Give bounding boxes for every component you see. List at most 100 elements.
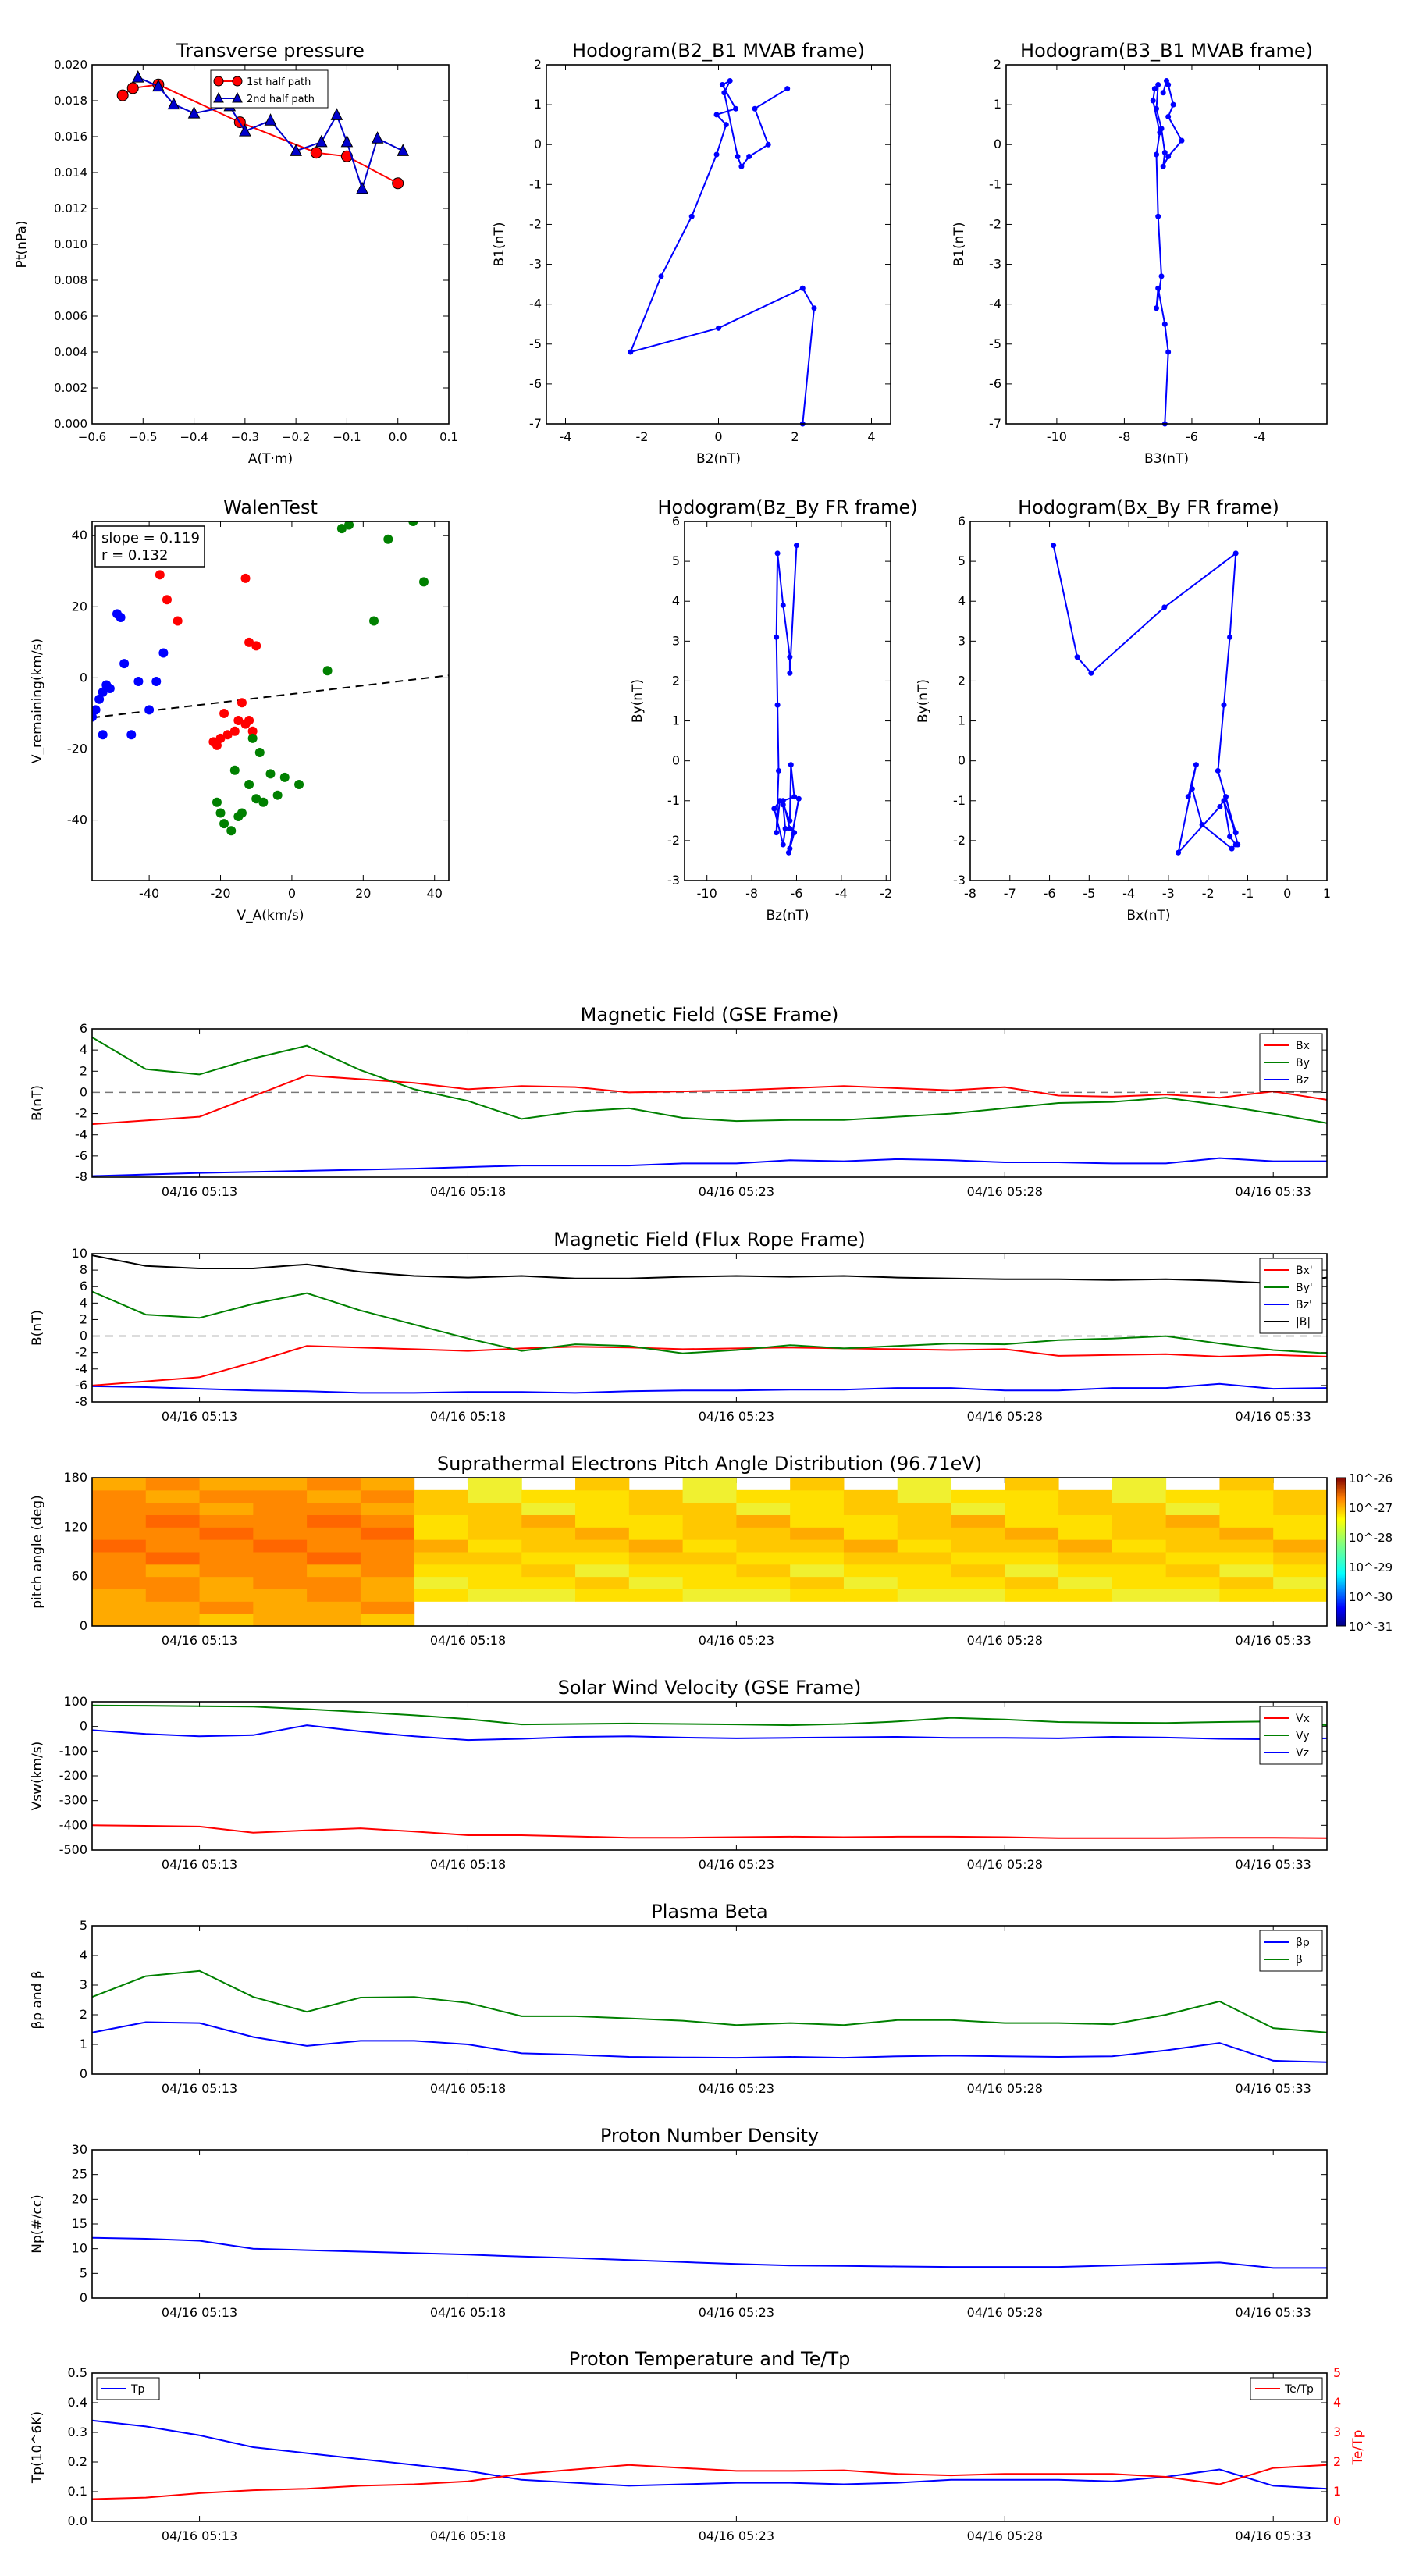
hodogram-point	[688, 213, 695, 219]
y-tick-label: 40	[72, 528, 87, 543]
heatmap-cell	[199, 1564, 254, 1578]
heatmap-cell	[253, 1478, 308, 1491]
panel-h21: Hodogram(B2_B1 MVAB frame) -4 -2 0 2 4 -7 -6 -5 -…	[492, 40, 891, 467]
y-tick-label: -4	[989, 297, 1001, 311]
heatmap-cell	[1219, 1527, 1274, 1540]
panel-vel: Solar Wind Velocity (GSE Frame) 04/16 05:…	[30, 1677, 1328, 1872]
legend-marker	[232, 76, 243, 87]
y-tick-label: 60	[72, 1569, 87, 1584]
data-point-circle	[392, 177, 404, 190]
y-tick-label: -2	[75, 1345, 87, 1360]
heatmap-cell	[897, 1589, 952, 1602]
heatmap-cell	[199, 1502, 254, 1515]
chart-title: WalenTest	[223, 496, 318, 518]
scatter-point	[247, 726, 258, 736]
y-tick-label: 0.006	[54, 309, 87, 323]
y-tick-label: 5	[958, 553, 966, 568]
x-tick-label: -8	[1118, 429, 1130, 444]
hodogram-point	[1217, 803, 1223, 809]
hodogram-point	[1154, 305, 1160, 311]
series-line-Vy	[92, 1704, 1327, 1727]
x-tick-label: -7	[1004, 886, 1016, 901]
chart-title: Hodogram(B2_B1 MVAB frame)	[572, 40, 865, 62]
y-tick-label: -400	[59, 1817, 87, 1832]
heatmap-cell	[1165, 1564, 1220, 1578]
heatmap-cell	[521, 1564, 576, 1578]
y-tick-label: -3	[667, 873, 680, 888]
y-tick-label: -4	[75, 1127, 87, 1142]
hodogram-point	[1161, 604, 1168, 610]
hodogram-point	[721, 90, 727, 96]
heatmap-cell	[1112, 1552, 1167, 1565]
y-tick-label: 2	[672, 673, 680, 688]
data-point-triangle	[340, 134, 354, 148]
y-tick-label: 30	[72, 2142, 87, 2157]
heatmap-cell	[575, 1527, 630, 1540]
legend-label: Vz	[1296, 1747, 1309, 1759]
heatmap-cell	[951, 1539, 1005, 1553]
plot-frame	[91, 2149, 1328, 2299]
y-tick-label: 0.3	[68, 2425, 87, 2439]
hodogram-point	[780, 798, 786, 804]
series-line-β	[92, 1969, 1327, 2033]
y-axis-label: B(nT)	[30, 1310, 45, 1346]
scatter-point	[322, 666, 333, 676]
heatmap-cell	[1165, 1527, 1220, 1540]
hodogram-point	[735, 154, 741, 160]
heatmap-cell	[468, 1527, 522, 1540]
heatmap-cell	[951, 1564, 1005, 1578]
heatmap-cell	[790, 1527, 845, 1540]
y-tick-label: 10	[72, 2241, 87, 2256]
heatmap-cell	[307, 1514, 361, 1528]
heatmap-cell	[307, 1589, 361, 1602]
heatmap-cell	[790, 1552, 845, 1565]
heatmap-cell	[253, 1601, 308, 1614]
x-tick-label: 04/16 05:18	[430, 2081, 506, 2096]
plot-frame	[546, 64, 891, 425]
heatmap-cell	[790, 1502, 845, 1515]
heatmap-cell	[843, 1552, 898, 1565]
hodogram-point	[738, 163, 745, 169]
y-tick-label: -5	[529, 336, 542, 351]
series-line-Np	[92, 2236, 1327, 2269]
hodogram-point	[1154, 151, 1160, 158]
y-tick-label: -2	[953, 833, 966, 848]
heatmap-cell	[897, 1552, 952, 1565]
series-line-Tp	[91, 2419, 1328, 2490]
x-tick-label: 04/16 05:28	[967, 2528, 1043, 2543]
plot-frame	[684, 521, 891, 881]
legend-label: Te/Tp	[1284, 2383, 1314, 2396]
colorbar	[1336, 1477, 1346, 1627]
heatmap-cell	[521, 1514, 576, 1528]
hodogram-point	[1151, 86, 1158, 92]
y-tick-label: -40	[67, 813, 87, 827]
heatmap-cell	[897, 1576, 952, 1589]
heatmap-cell	[307, 1502, 361, 1515]
heatmap-cell	[521, 1589, 576, 1602]
x-tick-label: −0.5	[129, 430, 157, 444]
scatter-point	[105, 684, 115, 694]
heatmap-cell	[1005, 1478, 1059, 1491]
heatmap-cell	[414, 1502, 468, 1515]
y-tick-label: 0	[80, 2290, 87, 2305]
heatmap-cell	[414, 1552, 468, 1565]
y-axis-label: Np(#/cc)	[30, 2194, 45, 2253]
heatmap-cell	[682, 1564, 737, 1578]
y-tick-label: 10	[72, 1246, 87, 1261]
y-right-tick-label: 1	[1333, 2484, 1341, 2499]
x-axis-label: B2(nT)	[696, 451, 741, 467]
y-tick-label: 4	[80, 1042, 87, 1057]
x-tick-label: 20	[355, 886, 371, 901]
heatmap-cell	[468, 1502, 522, 1515]
x-tick-label: 1	[1323, 886, 1331, 901]
scatter-point	[251, 641, 261, 651]
y-right-axis-label: Te/Tp	[1350, 2430, 1366, 2466]
heatmap-cell	[521, 1576, 576, 1589]
y-tick-label: 15	[72, 2216, 87, 2231]
y-axis-label: Vsw(km/s)	[30, 1742, 45, 1811]
hodogram-point	[1189, 785, 1195, 792]
scatter-point	[279, 772, 290, 782]
hodogram-point	[784, 86, 791, 92]
scatter-point	[240, 573, 251, 583]
heatmap-cell	[145, 1589, 201, 1602]
